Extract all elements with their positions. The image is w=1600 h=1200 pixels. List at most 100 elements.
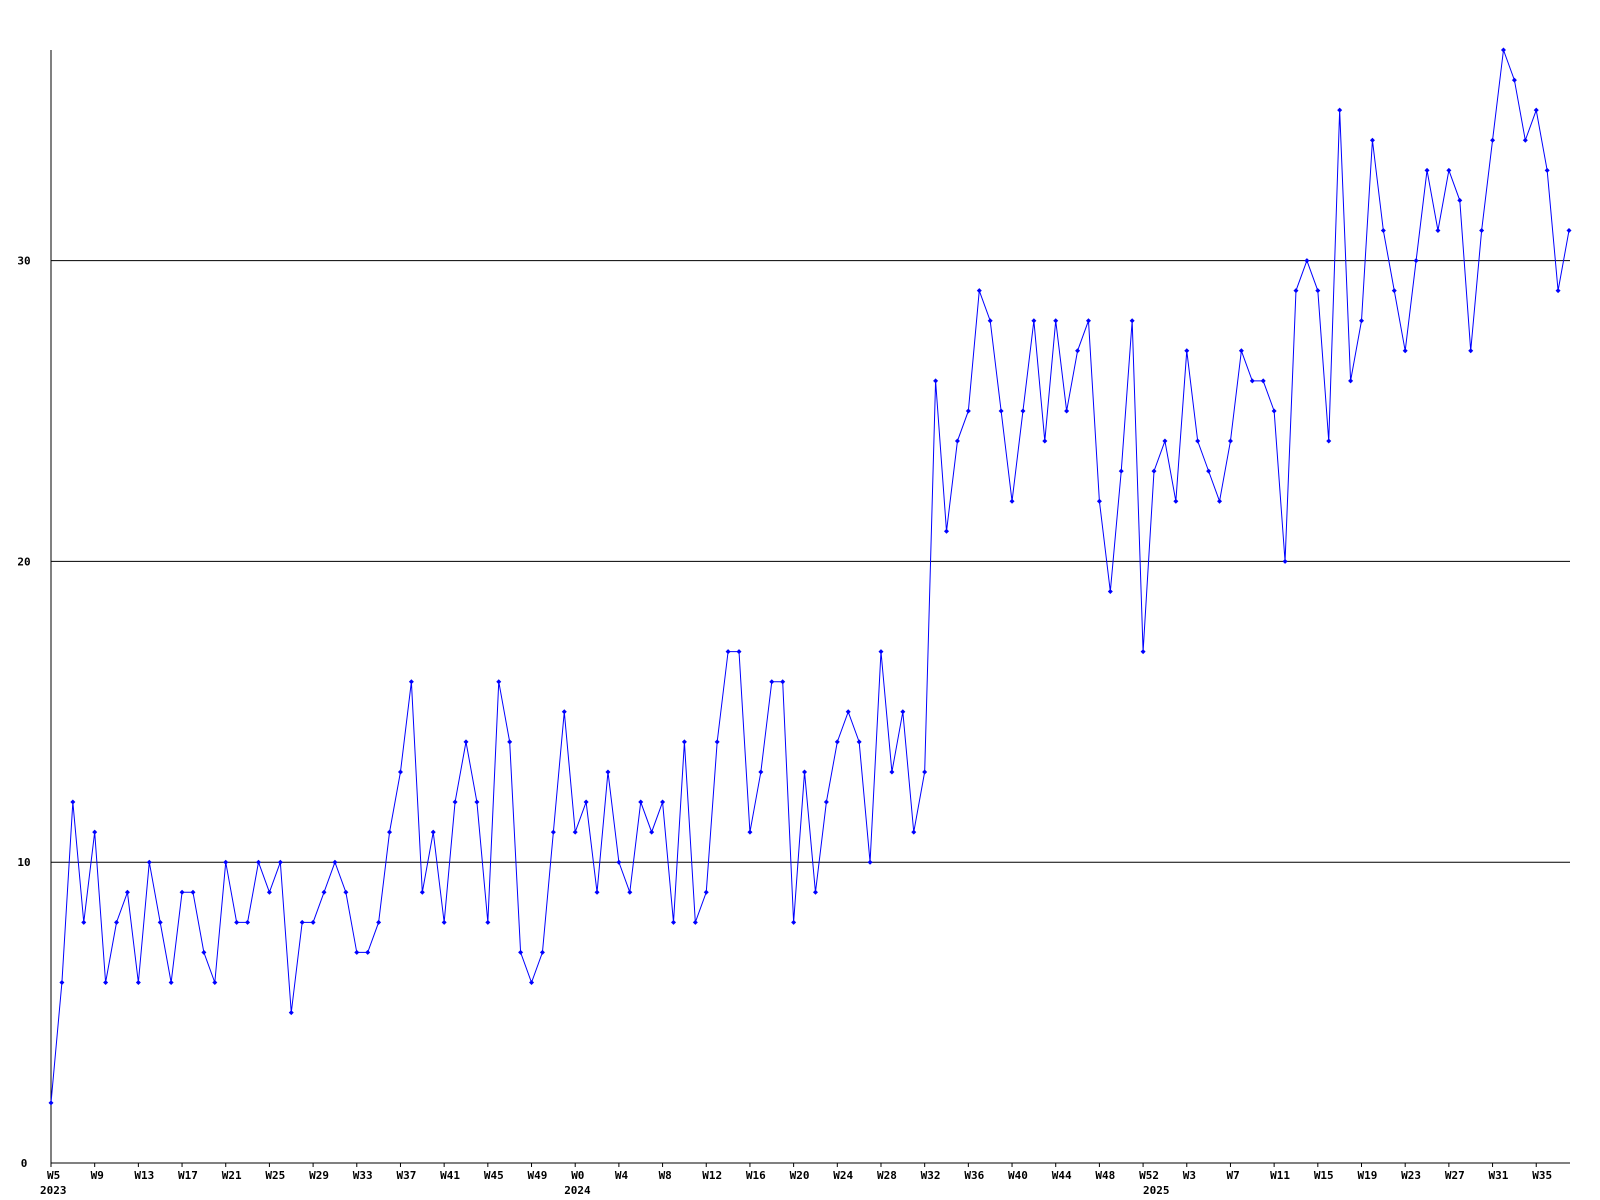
y-tick-label: 20 — [17, 555, 30, 568]
year-label: 2024 — [564, 1184, 591, 1197]
data-point — [190, 889, 196, 895]
x-tick-label: W49 — [528, 1169, 548, 1182]
data-point — [900, 709, 906, 715]
data-point — [1348, 378, 1354, 384]
data-point — [529, 980, 535, 986]
data-point — [583, 799, 589, 805]
data-point — [1479, 227, 1485, 233]
data-point — [1118, 468, 1124, 474]
data-point — [944, 528, 950, 534]
data-point — [1435, 227, 1441, 233]
x-tick-label: W5 — [47, 1169, 60, 1182]
x-tick-label: W4 — [615, 1169, 629, 1182]
data-point — [81, 919, 87, 925]
data-point — [245, 919, 251, 925]
data-point — [255, 859, 261, 865]
x-tick-label: W24 — [833, 1169, 853, 1182]
x-tick-label: W19 — [1358, 1169, 1378, 1182]
data-point — [791, 919, 797, 925]
data-point — [1402, 348, 1408, 354]
x-tick-label: W33 — [353, 1169, 373, 1182]
data-point — [736, 649, 742, 655]
data-point — [1184, 348, 1190, 354]
data-point — [1020, 408, 1026, 414]
data-point — [146, 859, 152, 865]
data-point — [1522, 137, 1528, 143]
data-point — [1195, 438, 1201, 444]
data-point — [299, 919, 305, 925]
data-point — [1391, 288, 1397, 294]
data-point — [725, 649, 731, 655]
x-tick-label: W41 — [440, 1169, 460, 1182]
data-point — [1468, 348, 1474, 354]
data-point — [310, 919, 316, 925]
data-point — [321, 889, 327, 895]
data-point — [1217, 498, 1223, 504]
x-tick-label: W25 — [265, 1169, 285, 1182]
data-point — [1566, 227, 1572, 233]
data-point — [1490, 137, 1496, 143]
data-point — [1206, 468, 1212, 474]
data-point — [376, 919, 382, 925]
data-point — [845, 709, 851, 715]
data-point — [911, 829, 917, 835]
x-tick-label: W21 — [222, 1169, 242, 1182]
x-tick-label: W37 — [396, 1169, 416, 1182]
x-tick-label: W7 — [1226, 1169, 1239, 1182]
data-point — [48, 1100, 54, 1106]
x-tick-label: W35 — [1532, 1169, 1552, 1182]
x-tick-label: W15 — [1314, 1169, 1334, 1182]
data-point — [1042, 438, 1048, 444]
data-point — [234, 919, 240, 925]
data-point — [802, 769, 808, 775]
data-point — [1260, 378, 1266, 384]
x-tick-label: W0 — [571, 1169, 584, 1182]
data-point — [496, 679, 502, 685]
data-point — [1140, 649, 1146, 655]
data-point — [539, 949, 545, 955]
data-point — [954, 438, 960, 444]
data-point — [561, 709, 567, 715]
x-tick-label: W28 — [877, 1169, 897, 1182]
x-tick-label: W45 — [484, 1169, 504, 1182]
data-point — [1413, 258, 1419, 264]
data-point — [474, 799, 480, 805]
data-point — [408, 679, 414, 685]
x-tick-label: W23 — [1401, 1169, 1421, 1182]
x-tick-label: W17 — [178, 1169, 198, 1182]
data-point — [1064, 408, 1070, 414]
data-point — [572, 829, 578, 835]
data-point — [332, 859, 338, 865]
data-point — [1151, 468, 1157, 474]
data-point — [681, 739, 687, 745]
data-point — [812, 889, 818, 895]
data-point — [1533, 107, 1539, 113]
data-point — [1457, 197, 1463, 203]
data-point — [594, 889, 600, 895]
data-point — [179, 889, 185, 895]
data-point — [998, 408, 1004, 414]
x-tick-label: W32 — [921, 1169, 941, 1182]
data-point — [616, 859, 622, 865]
data-point — [1446, 167, 1452, 173]
data-point — [1359, 318, 1365, 324]
data-point — [1315, 288, 1321, 294]
data-point — [1173, 498, 1179, 504]
data-point — [878, 649, 884, 655]
data-point — [70, 799, 76, 805]
data-point — [168, 980, 174, 986]
x-tick-label: W13 — [134, 1169, 154, 1182]
data-point — [1271, 408, 1277, 414]
data-point — [1249, 378, 1255, 384]
x-tick-label: W40 — [1008, 1169, 1028, 1182]
data-point — [823, 799, 829, 805]
data-point — [485, 919, 491, 925]
data-point — [114, 919, 120, 925]
data-point — [354, 949, 360, 955]
data-point — [518, 949, 524, 955]
x-tick-label: W3 — [1183, 1169, 1196, 1182]
data-point — [452, 799, 458, 805]
x-tick-label: W44 — [1052, 1169, 1072, 1182]
data-point — [1009, 498, 1015, 504]
